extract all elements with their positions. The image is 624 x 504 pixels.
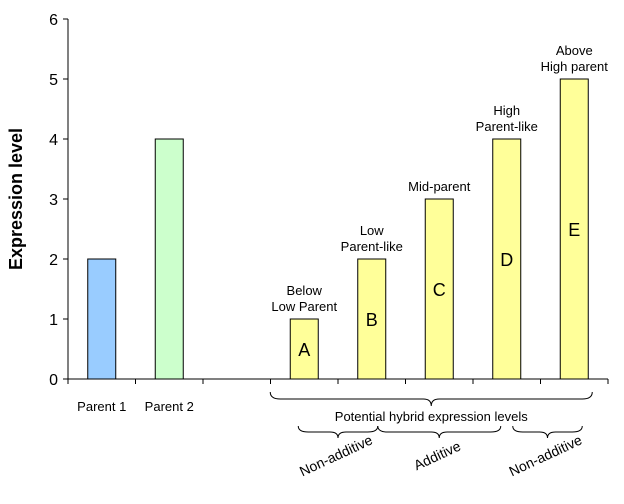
bar-a bbox=[289, 318, 319, 380]
x-category-label: Parent 1 bbox=[77, 399, 126, 414]
chart-bars bbox=[87, 78, 589, 380]
bar-annotation: Above bbox=[556, 43, 593, 58]
bar-annotation: Below bbox=[287, 283, 323, 298]
bar-c bbox=[424, 198, 454, 380]
bar-e bbox=[559, 78, 589, 380]
y-tick-label: 4 bbox=[49, 132, 58, 149]
bar-letter-label: E bbox=[568, 220, 580, 240]
bar-annotation: Low Parent bbox=[271, 299, 337, 314]
bar-letter-label: C bbox=[433, 280, 446, 300]
bar-annotation: Mid-parent bbox=[408, 179, 471, 194]
bar-parent-2 bbox=[154, 138, 184, 380]
group-label: Potential hybrid expression levels bbox=[335, 409, 528, 424]
subgroup-brace bbox=[377, 425, 502, 439]
x-category-label: Parent 2 bbox=[145, 399, 194, 414]
group-brace bbox=[269, 391, 593, 407]
subgroup-label: Non-additive bbox=[506, 432, 584, 480]
subgroup-label: Non-additive bbox=[297, 432, 375, 480]
bar-b bbox=[357, 258, 387, 380]
y-tick-label: 3 bbox=[49, 192, 58, 209]
subgroup-brace bbox=[297, 425, 379, 439]
y-tick-label: 6 bbox=[49, 12, 58, 29]
chart-brackets: Potential hybrid expression levels Non-ad… bbox=[269, 391, 593, 480]
bar-annotation: High parent bbox=[541, 59, 609, 74]
subgroup-label: Additive bbox=[411, 438, 463, 474]
y-tick-label: 1 bbox=[49, 312, 58, 329]
bar-annotation: Parent-like bbox=[341, 239, 403, 254]
subgroup-brace bbox=[512, 425, 583, 439]
bar-annotation: Parent-like bbox=[476, 119, 538, 134]
y-axis-label: Expression level bbox=[6, 128, 26, 270]
y-tick-label: 5 bbox=[49, 72, 58, 89]
chart-axes: 0 1 2 3 4 5 6 bbox=[49, 12, 609, 389]
bar-letter-label: A bbox=[298, 340, 310, 360]
bar-parent-1 bbox=[87, 258, 117, 380]
bar-annotation: Low bbox=[360, 223, 384, 238]
bar-d bbox=[492, 138, 522, 380]
bar-letter-label: D bbox=[500, 250, 513, 270]
bar-annotation: High bbox=[493, 103, 520, 118]
bar-letter-label: B bbox=[366, 310, 378, 330]
y-tick-label: 2 bbox=[49, 252, 58, 269]
y-tick-label: 0 bbox=[49, 372, 58, 389]
